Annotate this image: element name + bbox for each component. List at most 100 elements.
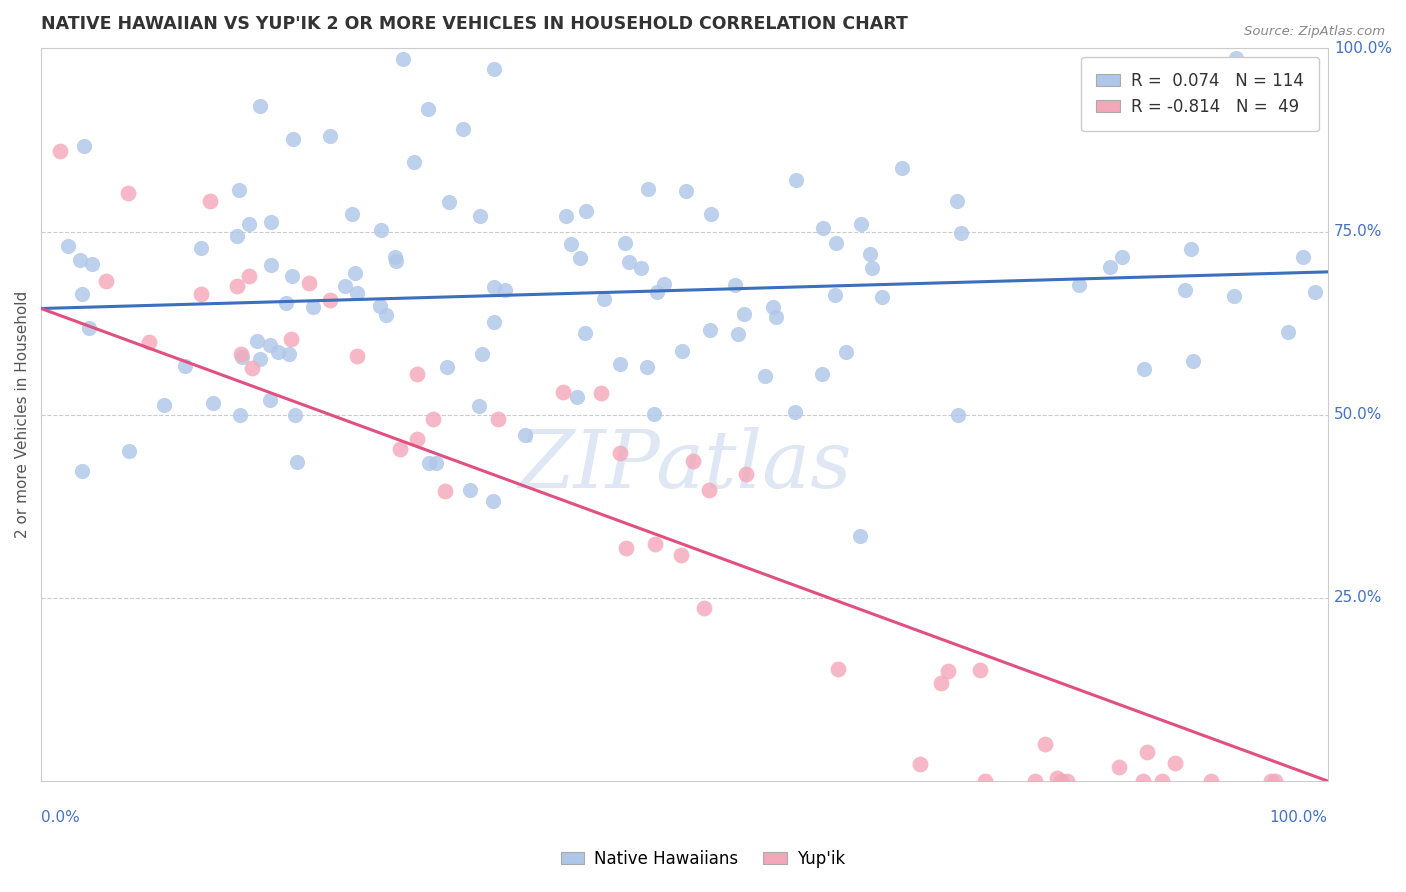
Point: [936, 664, 959, 678]
Point: [118, 444, 141, 458]
Point: [630, 261, 652, 276]
Point: [228, 408, 250, 422]
Point: [284, 408, 307, 422]
Point: [340, 207, 363, 221]
Point: [416, 102, 439, 116]
Point: [1099, 260, 1122, 275]
Point: [765, 310, 787, 325]
Point: [697, 483, 720, 497]
Point: [609, 446, 631, 460]
Point: [824, 236, 846, 251]
Point: [190, 286, 212, 301]
Point: [699, 323, 721, 337]
Point: [973, 774, 995, 789]
Text: 25.0%: 25.0%: [1334, 591, 1382, 606]
Point: [554, 209, 576, 223]
Point: [73, 139, 96, 153]
Point: [389, 442, 412, 456]
Point: [733, 307, 755, 321]
Point: [1292, 250, 1315, 264]
Point: [249, 99, 271, 113]
Point: [859, 247, 882, 261]
Point: [392, 52, 415, 66]
Point: [281, 132, 304, 146]
Point: [835, 345, 858, 359]
Point: [969, 663, 991, 677]
Point: [693, 601, 716, 615]
Point: [226, 228, 249, 243]
Point: [422, 412, 444, 426]
Point: [231, 350, 253, 364]
Point: [375, 308, 398, 322]
Point: [870, 290, 893, 304]
Point: [592, 292, 614, 306]
Point: [1150, 774, 1173, 789]
Point: [228, 183, 250, 197]
Point: [675, 184, 697, 198]
Point: [287, 455, 309, 469]
Point: [267, 344, 290, 359]
Point: [910, 757, 932, 772]
Point: [1132, 774, 1154, 789]
Point: [636, 360, 658, 375]
Point: [827, 663, 849, 677]
Point: [724, 277, 747, 292]
Point: [574, 326, 596, 340]
Point: [70, 287, 93, 301]
Point: [1264, 774, 1286, 789]
Point: [249, 351, 271, 366]
Point: [200, 194, 222, 208]
Point: [575, 203, 598, 218]
Point: [494, 283, 516, 297]
Point: [644, 537, 666, 551]
Point: [946, 194, 969, 208]
Point: [1035, 737, 1057, 751]
Point: [259, 392, 281, 407]
Point: [1225, 51, 1247, 65]
Point: [439, 195, 461, 210]
Text: 75.0%: 75.0%: [1334, 224, 1382, 239]
Point: [56, 239, 79, 253]
Point: [468, 209, 491, 223]
Point: [1201, 774, 1223, 789]
Point: [1108, 760, 1130, 774]
Text: 100.0%: 100.0%: [1334, 41, 1392, 56]
Point: [225, 278, 247, 293]
Point: [280, 332, 302, 346]
Point: [1046, 771, 1069, 785]
Point: [762, 300, 785, 314]
Point: [238, 268, 260, 283]
Point: [384, 250, 406, 264]
Point: [643, 407, 665, 421]
Point: [682, 454, 704, 468]
Point: [891, 161, 914, 176]
Point: [277, 347, 299, 361]
Point: [69, 253, 91, 268]
Point: [79, 321, 101, 335]
Point: [811, 367, 834, 381]
Point: [735, 467, 758, 482]
Point: [669, 548, 692, 562]
Point: [468, 400, 491, 414]
Point: [637, 182, 659, 196]
Point: [246, 334, 269, 348]
Point: [138, 334, 160, 349]
Point: [471, 347, 494, 361]
Point: [700, 207, 723, 221]
Point: [1164, 756, 1187, 771]
Point: [929, 676, 952, 690]
Point: [190, 241, 212, 255]
Point: [609, 357, 631, 371]
Point: [614, 541, 637, 555]
Point: [240, 361, 263, 376]
Point: [1069, 278, 1091, 293]
Point: [754, 368, 776, 383]
Legend: Native Hawaiians, Yup'ik: Native Hawaiians, Yup'ik: [554, 844, 852, 875]
Point: [402, 154, 425, 169]
Point: [1223, 289, 1246, 303]
Point: [482, 280, 505, 294]
Point: [1024, 774, 1046, 789]
Text: 100.0%: 100.0%: [1270, 810, 1327, 825]
Point: [482, 493, 505, 508]
Point: [727, 327, 749, 342]
